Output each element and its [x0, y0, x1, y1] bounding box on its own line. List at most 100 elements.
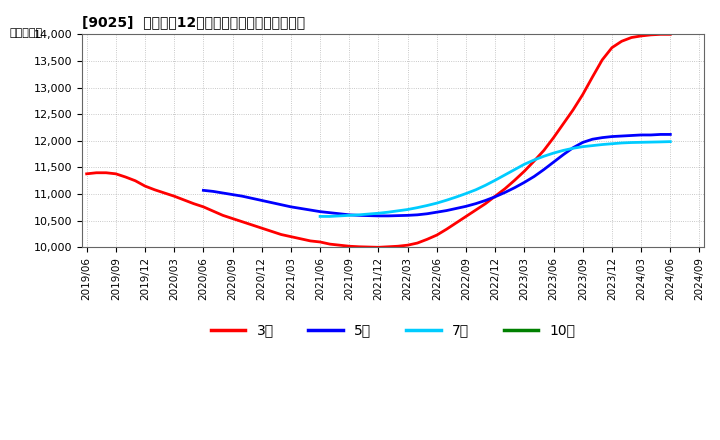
5年 — [384, 213, 392, 219]
7年 — [569, 146, 577, 151]
5年 — [355, 213, 364, 218]
3年 — [287, 234, 295, 239]
7年 — [647, 139, 655, 145]
5年 — [297, 206, 305, 211]
7年 — [462, 191, 470, 196]
7年 — [598, 142, 606, 147]
5年 — [500, 190, 509, 195]
5年 — [394, 213, 402, 218]
7年 — [627, 140, 636, 145]
5年 — [472, 201, 480, 206]
5年 — [656, 132, 665, 137]
7年 — [549, 150, 558, 156]
7年 — [423, 203, 431, 208]
7年 — [666, 139, 675, 144]
5年 — [442, 208, 451, 213]
5年 — [647, 132, 655, 138]
3年 — [666, 32, 675, 37]
5年 — [403, 213, 412, 218]
5年 — [452, 206, 461, 211]
7年 — [316, 214, 325, 219]
3年 — [403, 242, 412, 248]
3年 — [218, 213, 227, 218]
5年 — [510, 185, 519, 191]
7年 — [617, 140, 626, 146]
5年 — [666, 132, 675, 137]
7年 — [336, 213, 344, 219]
Line: 5年: 5年 — [203, 135, 670, 216]
3年 — [598, 57, 606, 62]
5年 — [374, 213, 383, 219]
5年 — [462, 204, 470, 209]
7年 — [491, 178, 500, 183]
5年 — [199, 188, 207, 193]
5年 — [228, 192, 237, 197]
5年 — [423, 211, 431, 216]
7年 — [403, 207, 412, 212]
7年 — [345, 213, 354, 218]
5年 — [530, 174, 539, 179]
5年 — [617, 133, 626, 139]
5年 — [316, 209, 325, 214]
5年 — [588, 136, 597, 142]
Line: 7年: 7年 — [320, 142, 670, 216]
5年 — [218, 191, 227, 196]
5年 — [569, 145, 577, 150]
5年 — [287, 204, 295, 209]
5年 — [598, 135, 606, 140]
7年 — [636, 139, 645, 145]
5年 — [481, 198, 490, 203]
7年 — [413, 205, 422, 210]
7年 — [384, 209, 392, 215]
7年 — [325, 214, 334, 219]
7年 — [656, 139, 665, 144]
5年 — [491, 194, 500, 199]
5年 — [277, 202, 286, 207]
7年 — [433, 201, 441, 206]
5年 — [248, 196, 256, 201]
7年 — [539, 154, 548, 159]
5年 — [413, 212, 422, 217]
7年 — [481, 183, 490, 188]
5年 — [336, 211, 344, 216]
7年 — [442, 198, 451, 203]
5年 — [238, 194, 247, 199]
5年 — [578, 140, 587, 145]
Line: 3年: 3年 — [86, 34, 670, 247]
5年 — [539, 167, 548, 172]
3年 — [442, 227, 451, 232]
7年 — [364, 211, 373, 216]
7年 — [355, 212, 364, 217]
3年 — [82, 171, 91, 176]
5年 — [325, 210, 334, 215]
3年 — [199, 204, 207, 209]
Text: [9025]  経常利益12か月移動合計の平均値の推移: [9025] 経常利益12か月移動合計の平均値の推移 — [82, 15, 305, 29]
3年 — [656, 32, 665, 37]
5年 — [433, 209, 441, 215]
Legend: 3年, 5年, 7年, 10年: 3年, 5年, 7年, 10年 — [205, 318, 581, 343]
5年 — [549, 159, 558, 165]
7年 — [530, 158, 539, 163]
7年 — [608, 141, 616, 147]
3年 — [374, 245, 383, 250]
5年 — [306, 207, 315, 213]
7年 — [472, 187, 480, 192]
5年 — [559, 152, 567, 158]
5年 — [267, 200, 276, 205]
Y-axis label: （百万円）: （百万円） — [9, 28, 42, 38]
7年 — [578, 144, 587, 149]
7年 — [520, 161, 528, 167]
7年 — [510, 167, 519, 172]
7年 — [452, 194, 461, 200]
5年 — [636, 132, 645, 138]
7年 — [374, 211, 383, 216]
7年 — [559, 148, 567, 153]
5年 — [345, 212, 354, 217]
5年 — [627, 133, 636, 138]
7年 — [588, 143, 597, 148]
5年 — [520, 180, 528, 185]
5年 — [364, 213, 373, 218]
5年 — [258, 198, 266, 203]
5年 — [608, 134, 616, 139]
5年 — [209, 189, 217, 194]
